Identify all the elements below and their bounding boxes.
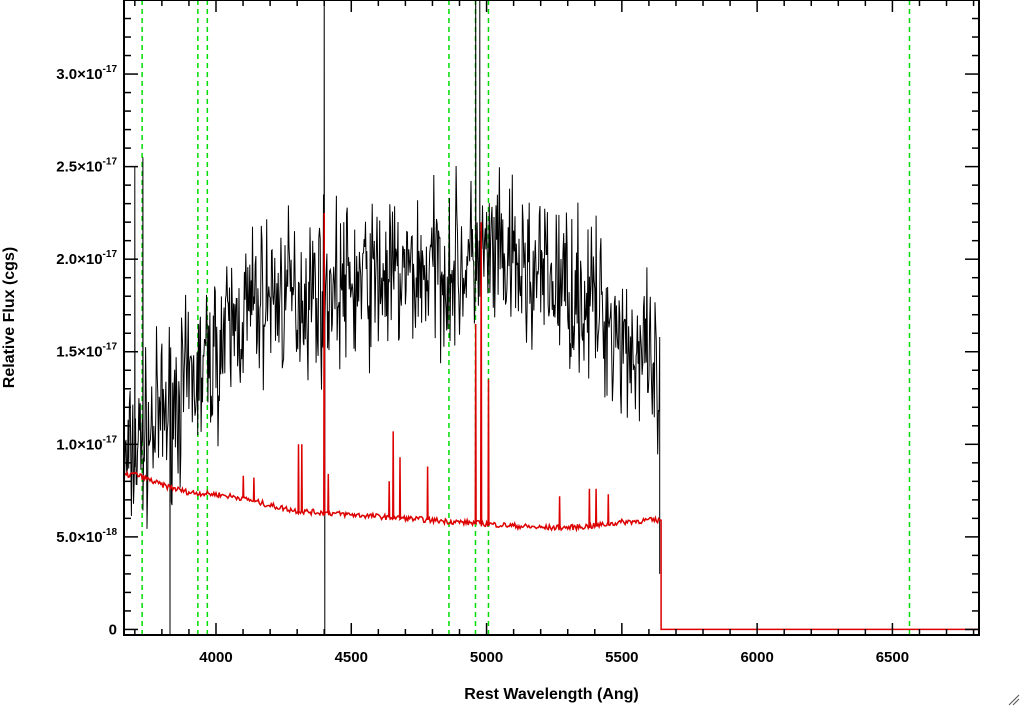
y-tick-label: 1.0×10-17 [56,434,117,453]
x-tick-label: 6500 [876,649,909,666]
x-tick-label: 6000 [740,649,773,666]
x-tick-label: 4000 [199,649,232,666]
series-observed-spectrum [124,0,661,635]
y-tick-labels: 0 5.0×10-18 1.0×10-17 1.5×10-17 2.0×10-17 2.5… [56,64,117,638]
x-tick-label: 5000 [470,649,503,666]
x-axis-label: Rest Wavelength (Ang) [464,686,639,703]
y-tick-label: 5.0×10-18 [56,527,117,546]
y-tick-label: 2.0×10-17 [56,249,117,268]
series-model-spectrum [124,212,979,631]
series-layer [124,0,979,635]
resize-grip-icon[interactable] [1008,694,1020,706]
y-tick-label: 1.5×10-17 [56,342,117,361]
x-tick-label: 5500 [605,649,638,666]
y-tick-label: 2.5×10-17 [56,157,117,176]
y-tick-label: 3.0×10-17 [56,64,117,83]
x-tick-labels: 4000 4500 5000 5500 6000 6500 [199,649,909,666]
y-axis-label: Relative Flux (cgs) [1,247,18,388]
x-tick-label: 4500 [335,649,368,666]
plot-frame [123,0,980,636]
y-tick-label: 0 [109,621,117,638]
axis-ticks [124,0,979,635]
